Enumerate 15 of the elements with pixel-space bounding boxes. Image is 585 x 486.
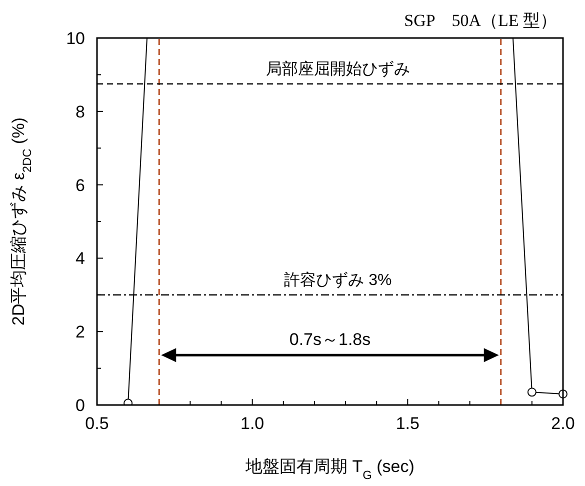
x-tick-label: 1.0 [240, 414, 264, 433]
x-tick-label: 1.5 [396, 414, 420, 433]
ref-line-label: 許容ひずみ 3% [284, 270, 392, 289]
y-tick-label: 0 [76, 396, 85, 415]
y-tick-label: 6 [76, 176, 85, 195]
annotation: 0.7s～1.8s [289, 330, 371, 350]
y-tick-label: 2 [76, 322, 85, 342]
x-axis-title: 地盤固有周期 T$_{G}$ (sec) [244, 457, 414, 482]
chart-title: SGP 50A（LE 型） [404, 11, 557, 30]
x-tick-label: 2.0 [551, 414, 575, 433]
y-tick-label: 8 [76, 102, 85, 122]
y-tick-label: 4 [76, 249, 85, 268]
y-tick-label: 10 [66, 29, 85, 48]
x-tick-label: 0.5 [85, 414, 109, 433]
ref-line-label: 局部座屈開始ひずみ [266, 60, 410, 78]
